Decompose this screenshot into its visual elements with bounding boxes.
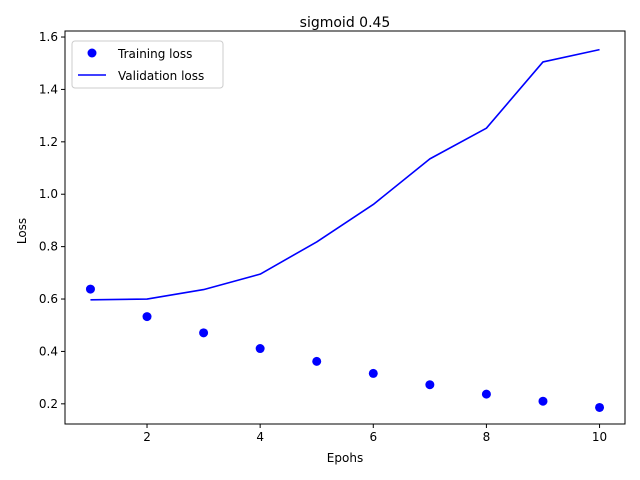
legend-label-validation-loss: Validation loss	[118, 69, 204, 83]
data-point-training-loss	[142, 312, 152, 322]
data-point-training-loss	[255, 344, 265, 354]
legend-box	[71, 40, 224, 89]
x-tick-label: 6	[369, 430, 377, 444]
data-point-training-loss	[538, 396, 548, 406]
x-tick-label: 8	[483, 430, 491, 444]
data-point-training-loss	[425, 380, 435, 390]
data-point-training-loss	[595, 402, 605, 412]
y-axis-label: Loss	[15, 218, 29, 244]
plot-area	[85, 48, 605, 412]
legend-label-training-loss: Training loss	[117, 47, 192, 61]
y-tick-label: 1.0	[39, 187, 58, 201]
x-tick-label: 10	[592, 430, 607, 444]
series-line-validation-loss	[90, 48, 600, 301]
y-tick-label: 1.2	[39, 135, 58, 149]
y-tick-label: 1.4	[39, 82, 58, 96]
y-tick-label: 1.6	[39, 30, 58, 44]
axes-frame	[64, 30, 626, 425]
x-axis: 2 4 6 8 10	[143, 424, 607, 444]
data-point-training-loss	[199, 328, 209, 338]
data-point-training-loss	[481, 389, 491, 399]
legend-marker-training-loss	[87, 48, 97, 58]
x-axis-label: Epohs	[327, 451, 363, 465]
legend: Training loss Validation loss	[71, 40, 224, 89]
data-point-training-loss	[85, 284, 95, 294]
data-point-training-loss	[312, 356, 322, 366]
y-tick-label: 0.2	[39, 397, 58, 411]
data-point-training-loss	[368, 368, 378, 378]
chart-title: sigmoid 0.45	[300, 15, 391, 31]
y-tick-label: 0.6	[39, 292, 58, 306]
y-tick-label: 0.4	[39, 344, 58, 358]
x-tick-label: 2	[143, 430, 151, 444]
y-tick-label: 0.8	[39, 240, 58, 254]
x-tick-label: 4	[256, 430, 264, 444]
y-axis: 0.2 0.4 0.6 0.8 1.0 1.2 1.4 1.6	[39, 30, 65, 411]
